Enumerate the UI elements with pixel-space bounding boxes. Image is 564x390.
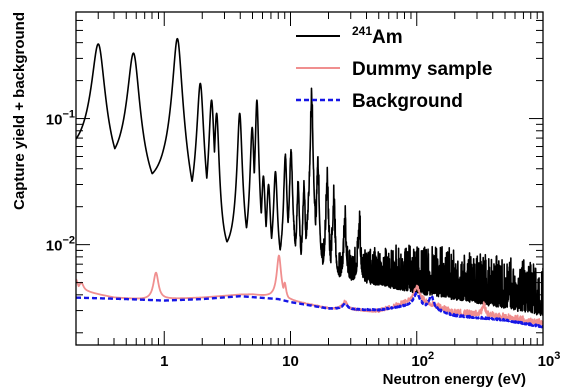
series-layer: [76, 37, 543, 329]
tick-labels: 1 10 102 103 10−2 10−1: [46, 109, 561, 370]
series-line-am: [76, 37, 543, 317]
y-axis-title: Capture yield + background: [11, 12, 28, 210]
series-line-background: [76, 291, 543, 329]
axis-ticks: [75, 11, 544, 345]
x-axis-title: Neutron energy (eV): [383, 371, 526, 388]
legend-label: Background: [352, 91, 463, 112]
x-tick-label: 103: [538, 350, 561, 370]
x-tick-label: 102: [411, 350, 434, 370]
plot-frame: [75, 11, 544, 346]
legend-label: 241Am: [352, 24, 403, 48]
plot-area: [76, 37, 543, 329]
y-tick-label: 10−1: [46, 109, 75, 129]
x-tick-label: 1: [160, 353, 168, 370]
y-tick-label: 10−2: [46, 235, 75, 255]
legend: 241Am Dummy sample Background: [296, 24, 492, 112]
x-tick-label: 10: [282, 353, 299, 370]
legend-label: Dummy sample: [352, 59, 492, 80]
